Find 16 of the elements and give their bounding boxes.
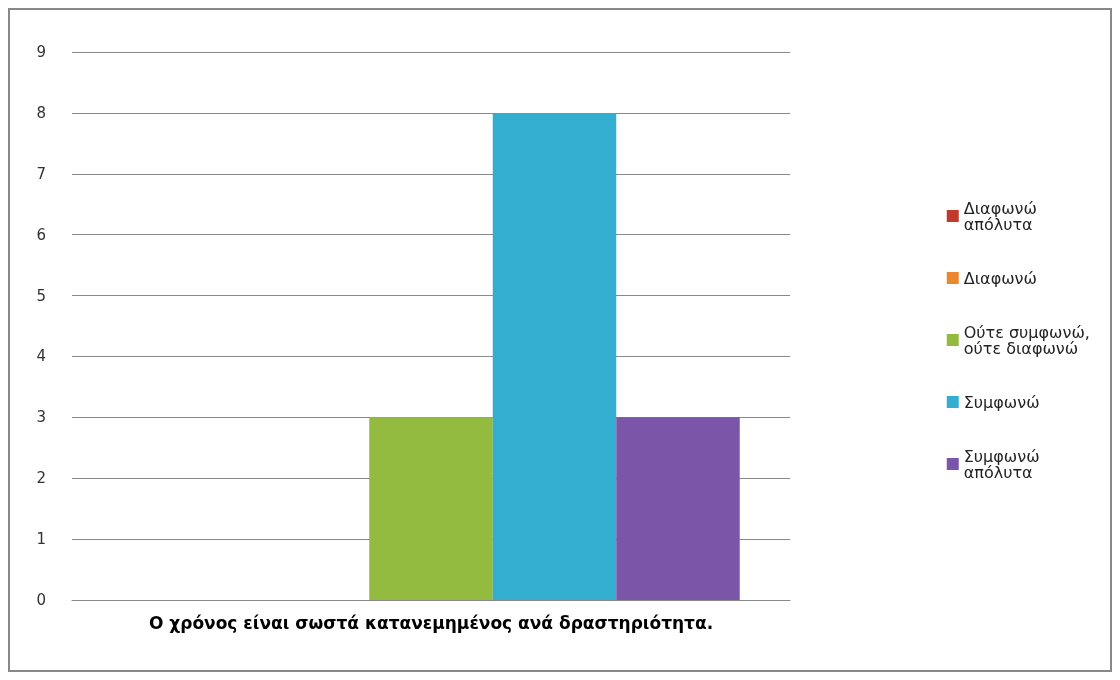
legend-label: Συμφωνώ απόλυτα [963,446,1045,482]
y-tick-label: 4 [36,347,46,366]
legend-label: Διαφωνώ [963,268,1037,288]
y-tick-label: 8 [36,103,46,122]
y-tick-label: 6 [36,225,46,244]
y-tick-label: 2 [36,469,46,488]
y-tick-label: 3 [36,408,46,427]
y-tick-label: 9 [36,43,46,61]
legend-label: Διαφωνώ απόλυτα [963,198,1043,234]
y-tick-label: 5 [36,286,46,305]
x-tick-label: Ο χρόνος είναι σωστά κατανεμημένος ανά δραστηριότητα. [148,612,714,633]
y-tick-label: 0 [36,591,46,609]
y-tick-label: 1 [36,530,46,549]
legend-label: Ούτε συμφωνώ, ούτε διαφωνώ [963,322,1096,358]
y-tick-label: 7 [36,164,46,183]
legend-label: Συμφωνώ [963,392,1040,412]
